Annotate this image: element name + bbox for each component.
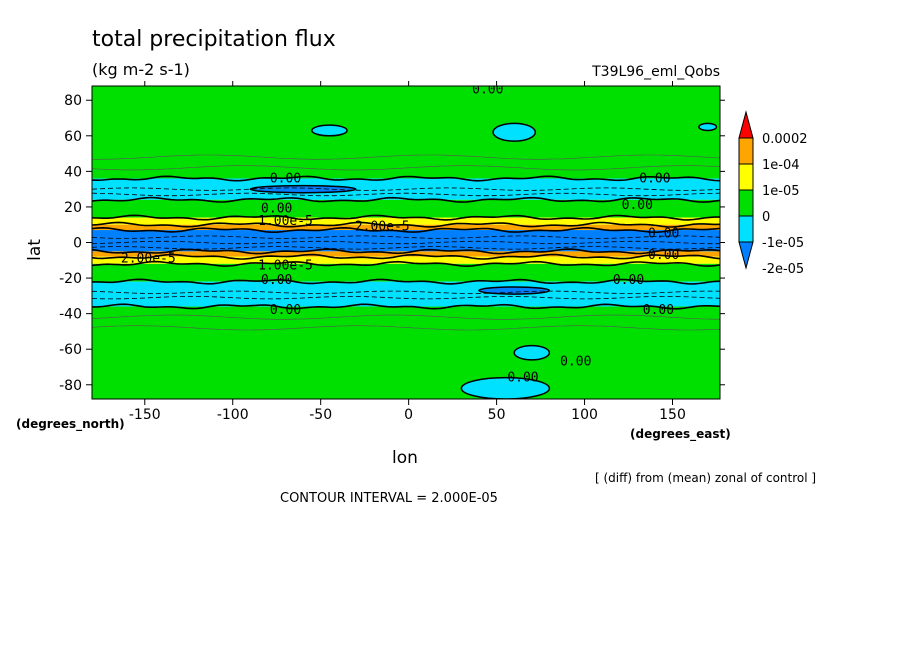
contour-label: 0.00 bbox=[261, 202, 292, 217]
blob-3 bbox=[460, 376, 551, 399]
dashed-contour-0 bbox=[92, 187, 720, 191]
x-tick-label: 50 bbox=[488, 407, 506, 423]
y-tick-label: -80 bbox=[59, 378, 82, 394]
contour-line-7 bbox=[92, 253, 720, 260]
contour-label: 0.00 bbox=[648, 227, 679, 242]
contour-label: 0.00 bbox=[622, 198, 653, 213]
contour-label: 0.00 bbox=[472, 83, 503, 98]
contour-label: 0.00 bbox=[648, 248, 679, 263]
contour-label: 0.00 bbox=[507, 371, 538, 386]
band-7 bbox=[92, 256, 720, 264]
dashed-contour-3 bbox=[92, 240, 720, 245]
x-axis-label: lon bbox=[392, 448, 418, 468]
y-tick-label: -20 bbox=[59, 271, 82, 287]
blob-0 bbox=[492, 122, 537, 142]
contour-line-8 bbox=[92, 260, 720, 268]
thin-contour-1 bbox=[92, 154, 720, 160]
dashed-contour-1 bbox=[92, 192, 720, 197]
band-6 bbox=[92, 251, 720, 257]
colorbar-label: -2e-05 bbox=[762, 262, 804, 277]
colorbar-segment bbox=[738, 163, 754, 191]
contour-line-10 bbox=[92, 303, 720, 310]
x-tick-label: 100 bbox=[571, 407, 598, 423]
contour-line-2 bbox=[92, 196, 720, 203]
band-10 bbox=[92, 306, 720, 399]
band-5 bbox=[92, 230, 720, 252]
contour-label: 0.00 bbox=[270, 171, 301, 186]
contour-label: 0.00 bbox=[560, 355, 591, 370]
y-tick-label: -60 bbox=[59, 342, 82, 358]
contour-line-5 bbox=[92, 226, 720, 233]
colorbar-label: 0.0002 bbox=[762, 132, 808, 147]
contour-line-6 bbox=[92, 248, 720, 255]
contour-label: 0.00 bbox=[643, 303, 674, 318]
thin-contour-2 bbox=[92, 314, 720, 320]
x-unit-label: (degrees_east) bbox=[630, 427, 731, 442]
band-8 bbox=[92, 263, 720, 282]
contour-label: 2.00e-5 bbox=[355, 219, 410, 234]
blob-6 bbox=[478, 286, 551, 295]
contour-label: 2.00e-5 bbox=[121, 252, 176, 267]
blob-4 bbox=[513, 344, 551, 361]
x-tick-label: -100 bbox=[217, 407, 249, 423]
colorbar-label: 0 bbox=[762, 210, 770, 225]
thin-contour-0 bbox=[92, 165, 720, 171]
colorbar-segment bbox=[738, 137, 754, 165]
y-tick-label: 80 bbox=[64, 93, 82, 109]
blob-5 bbox=[249, 184, 357, 194]
x-tick-label: -50 bbox=[309, 407, 332, 423]
chart-units: (kg m-2 s-1) bbox=[92, 60, 190, 79]
dashed-contour-6 bbox=[92, 296, 720, 300]
experiment-label: T39L96_eml_Qobs bbox=[591, 64, 720, 80]
y-tick-label: -40 bbox=[59, 307, 82, 323]
dashed-contour-4 bbox=[92, 246, 720, 250]
contour-label: 0.00 bbox=[270, 303, 301, 318]
footer-note: [ (diff) from (mean) zonal of control ] bbox=[595, 471, 816, 485]
colorbar-segment bbox=[738, 215, 754, 243]
contour-line-1 bbox=[92, 175, 720, 182]
y-tick-label: 40 bbox=[64, 164, 82, 180]
contour-label: 1.00e-5 bbox=[258, 214, 313, 229]
contour-label: 0.00 bbox=[639, 171, 670, 186]
band-3 bbox=[92, 217, 720, 225]
y-axis-label: lat bbox=[25, 239, 45, 261]
chart-title: total precipitation flux bbox=[92, 27, 336, 52]
dashed-contour-5 bbox=[92, 290, 720, 294]
plot-area: 0.000.00 0.000.000.001.00e-5 2.00e-52.00e-… bbox=[92, 83, 720, 399]
contour-label: 0.00 bbox=[613, 273, 644, 288]
band-4 bbox=[92, 224, 720, 231]
y-tick-label: 60 bbox=[64, 129, 82, 145]
y-unit-label: (degrees_north) bbox=[16, 417, 125, 432]
contour-line-4 bbox=[92, 221, 720, 228]
dashed-contour-2 bbox=[92, 235, 720, 239]
blob-1 bbox=[311, 124, 348, 137]
band-2 bbox=[92, 199, 720, 218]
colorbar-top-arrow bbox=[738, 110, 754, 139]
colorbar-label: 1e-04 bbox=[762, 158, 800, 173]
contour-interval: CONTOUR INTERVAL = 2.000E-05 bbox=[280, 491, 498, 506]
x-axis: -150 -100 -50 0 50 100 150 bbox=[129, 81, 686, 423]
colorbar-label: 1e-05 bbox=[762, 184, 800, 199]
colorbar: 0.0002 1e-04 1e-05 0 -1e-05 -2e-05 bbox=[738, 110, 808, 277]
y-tick-label: 20 bbox=[64, 200, 82, 216]
blob-2 bbox=[698, 122, 718, 132]
contour-label: 0.00 bbox=[261, 273, 292, 288]
contour-line-9 bbox=[92, 278, 720, 285]
y-axis: -80 -60 -40 -20 0 20 40 60 80 bbox=[59, 93, 725, 394]
x-tick-label: 150 bbox=[659, 407, 686, 423]
band-9 bbox=[92, 281, 720, 307]
colorbar-segment bbox=[738, 189, 754, 217]
y-tick-label: 0 bbox=[73, 236, 82, 252]
x-tick-label: 0 bbox=[404, 407, 413, 423]
contour-line-3 bbox=[92, 214, 720, 221]
x-tick-label: -150 bbox=[129, 407, 161, 423]
band-0 bbox=[92, 86, 720, 179]
colorbar-bottom-arrow bbox=[738, 241, 754, 270]
thin-contour-3 bbox=[92, 325, 720, 331]
contour-label: 1.00e-5 bbox=[258, 259, 313, 274]
colorbar-label: -1e-05 bbox=[762, 236, 804, 251]
